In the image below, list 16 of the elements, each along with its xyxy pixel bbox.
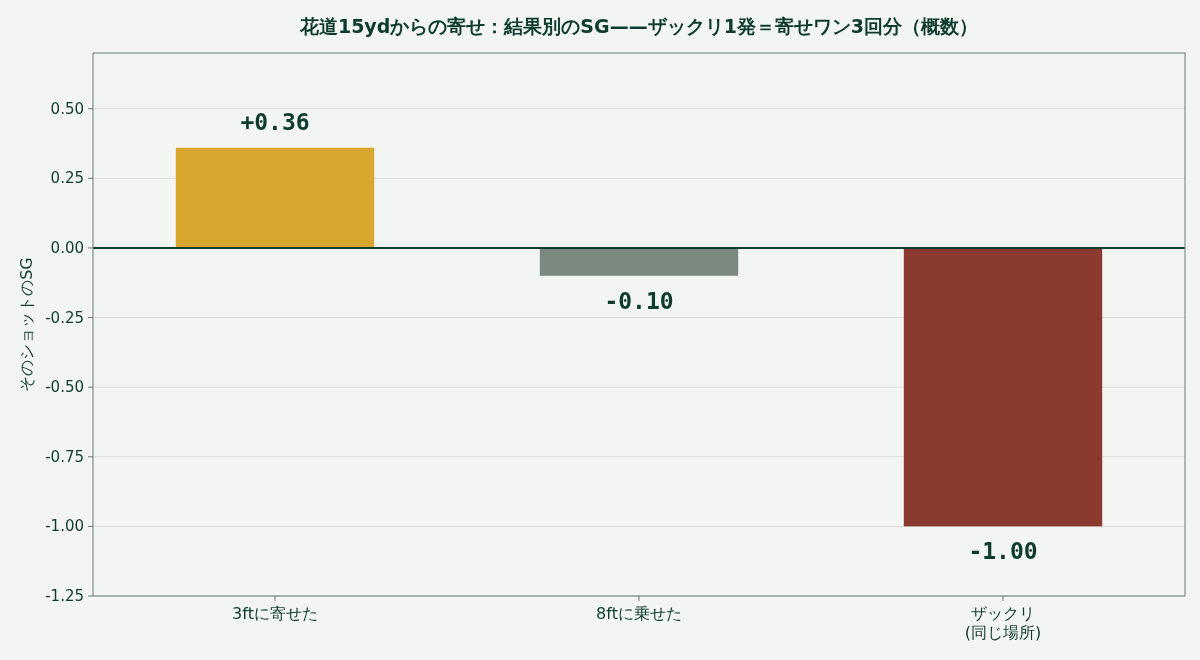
data-label: +0.36 bbox=[240, 108, 310, 135]
y-axis-title: そのショットのSG bbox=[17, 257, 36, 392]
x-tick-label: ザックリ (同じ場所) bbox=[964, 604, 1042, 643]
x-tick-label: 3ftに寄せた bbox=[232, 604, 318, 623]
y-tick-label: 0.25 bbox=[50, 169, 84, 188]
y-tick-label: -0.25 bbox=[45, 308, 84, 327]
x-tick-label: 8ftに乗せた bbox=[596, 604, 682, 623]
chart-title: 花道15ydからの寄せ：結果別のSG——ザックリ1発＝寄せワン3回分（概数） bbox=[298, 15, 979, 37]
y-tick-label: 0.50 bbox=[50, 99, 84, 118]
data-label: -0.10 bbox=[604, 287, 674, 314]
y-tick-label: -1.00 bbox=[45, 517, 84, 536]
y-tick-label: 0.00 bbox=[50, 238, 84, 257]
y-tick-label: -1.25 bbox=[45, 587, 84, 605]
y-tick-label: -0.50 bbox=[45, 378, 84, 397]
y-tick-label: -0.75 bbox=[45, 447, 84, 466]
data-label: -1.00 bbox=[968, 538, 1038, 565]
